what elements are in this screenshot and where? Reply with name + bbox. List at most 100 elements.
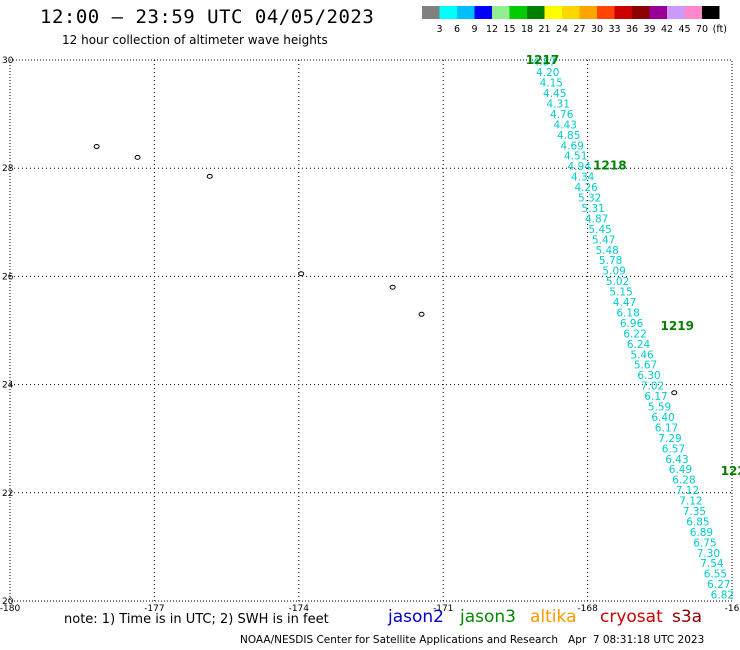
longitude-tick-label: -168 (577, 604, 598, 614)
swh-value-label: 6.17 (644, 391, 667, 403)
swh-value-label: 5.67 (634, 360, 657, 372)
longitude-tick-label: -174 (289, 604, 310, 614)
colorbar-swatch (527, 6, 545, 19)
swh-value-label: 4.43 (554, 119, 577, 131)
swh-value-label: 4.94 (568, 161, 592, 173)
swh-value-label: 4.45 (543, 88, 566, 100)
wave-height-colorbar: 3 6 9 12 15 18 21 24 27 30 33 36 39 42 45 70 (ft) (422, 6, 727, 35)
colorbar-swatch (492, 6, 510, 19)
swh-value-label: 6.18 (616, 307, 639, 319)
colorbar-tick-label: 21 (538, 24, 550, 35)
swh-value-label: 6.55 (704, 569, 727, 581)
pass-time-label: 1219 (661, 319, 694, 333)
island-outline (298, 271, 305, 277)
map-title: 12:00 – 23:59 UTC 04/05/2023 (40, 6, 375, 28)
colorbar-swatch (457, 6, 475, 19)
swh-value-label: 6.49 (669, 464, 692, 476)
colorbar-swatch (702, 6, 720, 19)
latitude-tick-label: 26 (2, 272, 14, 282)
swh-value-label: 5.48 (595, 245, 618, 257)
colorbar-swatch (649, 6, 667, 19)
map-frame (9, 59, 733, 602)
swh-value-label: 4.26 (574, 182, 598, 194)
satellite-label-jason3: jason3 (460, 607, 516, 627)
swh-value-label: 6.75 (693, 537, 716, 549)
island-outline (206, 173, 213, 179)
swh-value-label: 5.46 (630, 349, 654, 361)
swh-value-label: 4.47 (613, 297, 636, 309)
colorbar-swatch (439, 6, 457, 19)
swh-value-label: 6.17 (655, 422, 678, 434)
swh-value-label: 4.31 (547, 98, 570, 110)
swh-value-label: 6.85 (686, 516, 709, 528)
colorbar-unit: (ft) (713, 24, 727, 35)
colorbar-tick-label: 70 (696, 24, 708, 35)
credit-time: Apr 7 08:31:18 UTC 2023 (568, 634, 705, 646)
swh-value-label: 4.87 (533, 57, 556, 69)
swh-value-label: 4.20 (536, 67, 559, 79)
colorbar-swatch (562, 6, 580, 19)
pass-time-label: 1217 (526, 53, 559, 67)
colorbar-swatch (544, 6, 562, 19)
swh-value-label: 5.09 (602, 266, 625, 278)
colorbar-tick-label: 27 (573, 24, 585, 35)
swh-value-label: 5.02 (606, 276, 629, 288)
colorbar-swatch (614, 6, 632, 19)
swh-value-label: 7.30 (697, 548, 720, 560)
colorbar-tick-label: 6 (454, 24, 460, 35)
swh-value-label: 7.12 (676, 485, 699, 497)
swh-value-label: 7.02 (641, 381, 664, 393)
swh-value-label: 7.12 (679, 496, 702, 508)
island-outline (671, 390, 678, 396)
latitude-tick-label: 30 (2, 56, 14, 66)
swh-value-label: 7.54 (700, 558, 724, 570)
swh-value-label: 4.51 (564, 151, 587, 163)
swh-value-label: 6.96 (620, 318, 644, 330)
colorbar-tick-label: 30 (591, 24, 603, 35)
colorbar-tick-label: 9 (471, 24, 477, 35)
swh-value-label: 5.31 (581, 203, 604, 215)
island-outline (418, 311, 425, 317)
swh-value-label: 5.47 (592, 234, 615, 246)
colorbar-tick-label: 24 (556, 24, 568, 35)
swh-value-label: 7.35 (683, 506, 706, 518)
latitude-tick-label: 22 (2, 489, 13, 499)
swh-value-label: 6.57 (662, 443, 685, 455)
island-outline (134, 154, 141, 160)
satellite-label-altika: altika (530, 607, 577, 627)
island-outline (93, 144, 100, 150)
swh-value-label: 6.40 (651, 412, 674, 424)
swh-value-label: 6.28 (672, 475, 695, 487)
swh-value-label: 5.45 (588, 224, 611, 236)
colorbar-tick-label: 3 (436, 24, 442, 35)
colorbar-swatch (474, 6, 492, 19)
colorbar-swatch (422, 6, 440, 19)
colorbar-tick-label: 18 (521, 24, 533, 35)
island-outline (389, 284, 396, 290)
swh-value-label: 5.32 (578, 193, 601, 205)
credit-line: NOAA/NESDIS Center for Satellite Applica… (240, 634, 704, 646)
colorbar-tick-label: 33 (608, 24, 620, 35)
latitude-tick-label: 28 (2, 164, 14, 174)
latitude-tick-label: 20 (2, 597, 14, 607)
swh-value-label: 4.15 (540, 78, 563, 90)
satellite-label-jason2: jason2 (388, 607, 444, 627)
swh-value-label: 4.69 (561, 140, 584, 152)
pass-time-label: 1220 (721, 464, 740, 478)
swh-value-label: 5.59 (648, 402, 671, 414)
colorbar-tick-label: 15 (503, 24, 515, 35)
swh-value-label: 5.78 (599, 255, 622, 267)
swh-value-label: 4.34 (571, 172, 595, 184)
footer-note: note: 1) Time is in UTC; 2) SWH is in fe… (64, 612, 329, 627)
swh-value-label: 4.85 (557, 130, 580, 142)
swh-value-label: 6.89 (690, 527, 713, 539)
satellite-label-cryosat: cryosat (600, 607, 663, 627)
colorbar-tick-label: 12 (486, 24, 498, 35)
longitude-tick-label: -171 (433, 604, 453, 614)
colorbar-tick-label: 36 (626, 24, 638, 35)
swh-value-label: 4.76 (550, 109, 574, 121)
latitude-tick-label: 24 (2, 381, 14, 391)
map-subtitle: 12 hour collection of altimeter wave hei… (62, 33, 328, 47)
swh-value-label: 6.24 (627, 339, 651, 351)
